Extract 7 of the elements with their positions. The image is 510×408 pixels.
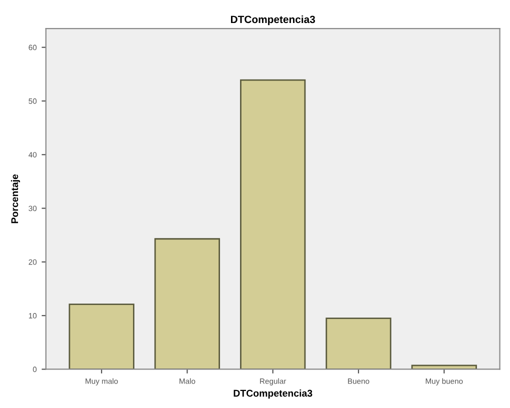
y-axis-title: Porcentaje [10,174,20,224]
bar [68,304,134,370]
chart-title: DTCompetencia3 [231,15,316,26]
bar [326,318,392,370]
x-axis-title: DTCompetencia3 [234,390,312,399]
bar [154,238,220,370]
bar [240,79,306,370]
